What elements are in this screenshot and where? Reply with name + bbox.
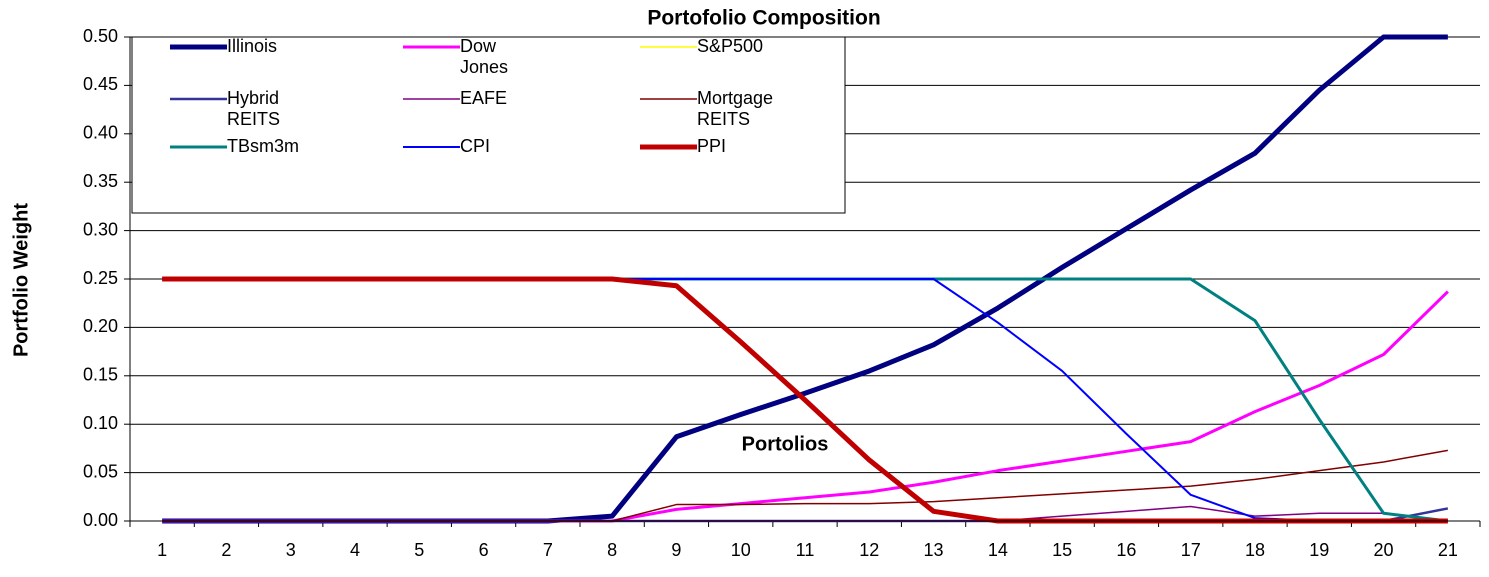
x-tick-label: 1	[157, 540, 167, 560]
legend-item: EAFE	[460, 88, 508, 108]
x-tick-label: 5	[414, 540, 424, 560]
x-tick-label: 6	[479, 540, 489, 560]
legend-box	[131, 36, 846, 214]
legend-label: TBsm3m	[227, 136, 299, 156]
x-tick-label: 18	[1245, 540, 1265, 560]
x-tick-label: 8	[607, 540, 617, 560]
legend-label: CPI	[460, 136, 491, 156]
x-tick-label: 9	[671, 540, 681, 560]
y-tick-label: 0.10	[83, 413, 118, 433]
legend-item: Hybrid REITS	[227, 88, 281, 129]
x-tick-label: 20	[1374, 540, 1394, 560]
y-tick-label: 0.05	[83, 461, 118, 481]
x-tick-label: 17	[1181, 540, 1201, 560]
legend-item: CPI	[460, 136, 491, 156]
x-tick-label: 13	[924, 540, 944, 560]
legend-label: PPI	[697, 136, 727, 156]
x-tick-label: 12	[859, 540, 879, 560]
x-tick-label: 7	[543, 540, 553, 560]
x-tick-label: 11	[796, 540, 815, 560]
chart-title: Portofolio Composition	[647, 7, 880, 30]
series-line	[162, 290, 1449, 523]
legend-item: Dow Jones	[460, 36, 509, 77]
y-tick-label: 0.25	[83, 268, 118, 288]
legend-item: Illinois	[227, 36, 278, 56]
legend-item: TBsm3m	[227, 136, 299, 156]
legend-label: Mortgage REITS	[697, 88, 774, 129]
legend-item: PPI	[697, 136, 727, 156]
legend-label: S&P500	[697, 36, 764, 56]
x-tick-label: 14	[988, 540, 1008, 560]
y-tick-label: 0.20	[83, 316, 118, 336]
x-tick-label: 19	[1309, 540, 1329, 560]
x-tick-label: 10	[731, 540, 751, 560]
y-tick-label: 0.45	[83, 74, 118, 94]
x-tick-label: 15	[1052, 540, 1072, 560]
x-tick-label: 3	[286, 540, 296, 560]
y-tick-label: 0.30	[83, 219, 118, 239]
x-tick-label: 16	[1116, 540, 1136, 560]
series-line	[162, 449, 1448, 522]
x-tick-label: 4	[350, 540, 360, 560]
y-axis-label: Portfolio Weight	[10, 203, 32, 357]
legend-label: EAFE	[460, 88, 508, 108]
legend-label: Dow Jones	[460, 36, 509, 77]
series-line	[162, 276, 1448, 524]
x-tick-label: 21	[1438, 540, 1458, 560]
legend-item: S&P500	[697, 36, 764, 56]
legend-label: Hybrid REITS	[227, 88, 281, 129]
y-tick-label: 0.40	[83, 123, 118, 143]
legend-item: Mortgage REITS	[697, 88, 774, 129]
annotation: Portolios	[742, 433, 829, 455]
legend-label: Illinois	[227, 36, 278, 56]
y-tick-label: 0.15	[83, 365, 118, 385]
x-tick-label: 2	[221, 540, 231, 560]
y-tick-label: 0.00	[83, 510, 118, 530]
y-tick-label: 0.50	[83, 26, 118, 46]
y-tick-label: 0.35	[83, 171, 118, 191]
